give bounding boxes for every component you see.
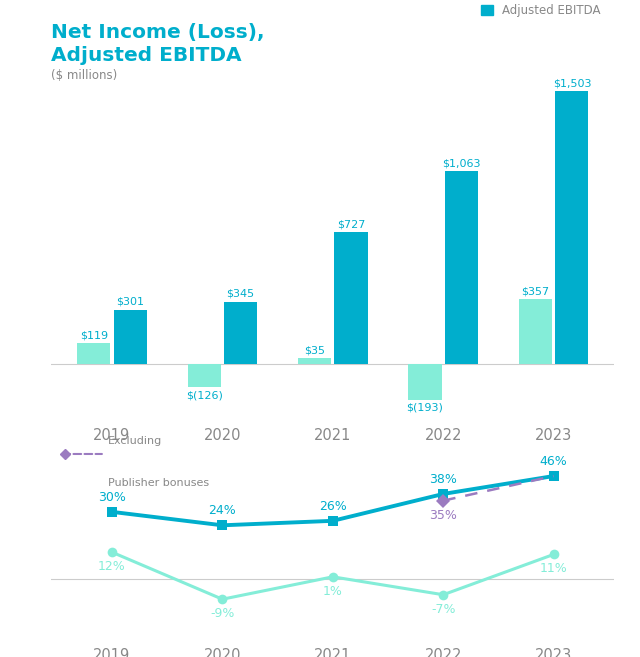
Bar: [298, 358, 331, 365]
Bar: [113, 309, 147, 365]
Text: $(126): $(126): [186, 390, 223, 400]
Bar: [445, 171, 478, 365]
Legend: Net Income (Loss), Adjusted EBITDA: Net Income (Loss), Adjusted EBITDA: [481, 0, 609, 17]
Bar: [335, 232, 367, 365]
Text: $1,063: $1,063: [442, 158, 481, 168]
Bar: [556, 91, 588, 365]
Text: -7%: -7%: [431, 602, 456, 616]
Text: 30%: 30%: [98, 491, 126, 504]
Text: $357: $357: [522, 286, 550, 297]
Text: 26%: 26%: [319, 500, 347, 513]
Text: $345: $345: [227, 289, 255, 299]
Text: -9%: -9%: [210, 607, 234, 620]
Text: $1,503: $1,503: [552, 78, 591, 88]
Text: 11%: 11%: [540, 562, 568, 576]
Text: 12%: 12%: [98, 560, 126, 573]
Text: $727: $727: [337, 219, 365, 229]
Text: $35: $35: [304, 346, 325, 355]
Bar: [77, 343, 110, 365]
Text: 46%: 46%: [540, 455, 568, 468]
Text: 1%: 1%: [323, 585, 343, 598]
Text: Net Income (Loss),: Net Income (Loss),: [51, 23, 265, 42]
Bar: [224, 302, 257, 365]
Text: $301: $301: [116, 297, 144, 307]
Bar: [188, 365, 221, 388]
Text: Publisher bonuses: Publisher bonuses: [108, 478, 209, 487]
Text: $119: $119: [79, 330, 108, 340]
Text: Adjusted EBITDA: Adjusted EBITDA: [51, 46, 242, 65]
Bar: [408, 365, 442, 399]
Text: 35%: 35%: [429, 509, 457, 522]
Text: 38%: 38%: [429, 473, 457, 486]
Text: 24%: 24%: [209, 505, 236, 518]
Text: Excluding: Excluding: [108, 436, 162, 446]
Text: $(193): $(193): [406, 402, 444, 413]
Bar: [519, 300, 552, 365]
Text: ($ millions): ($ millions): [51, 69, 118, 82]
